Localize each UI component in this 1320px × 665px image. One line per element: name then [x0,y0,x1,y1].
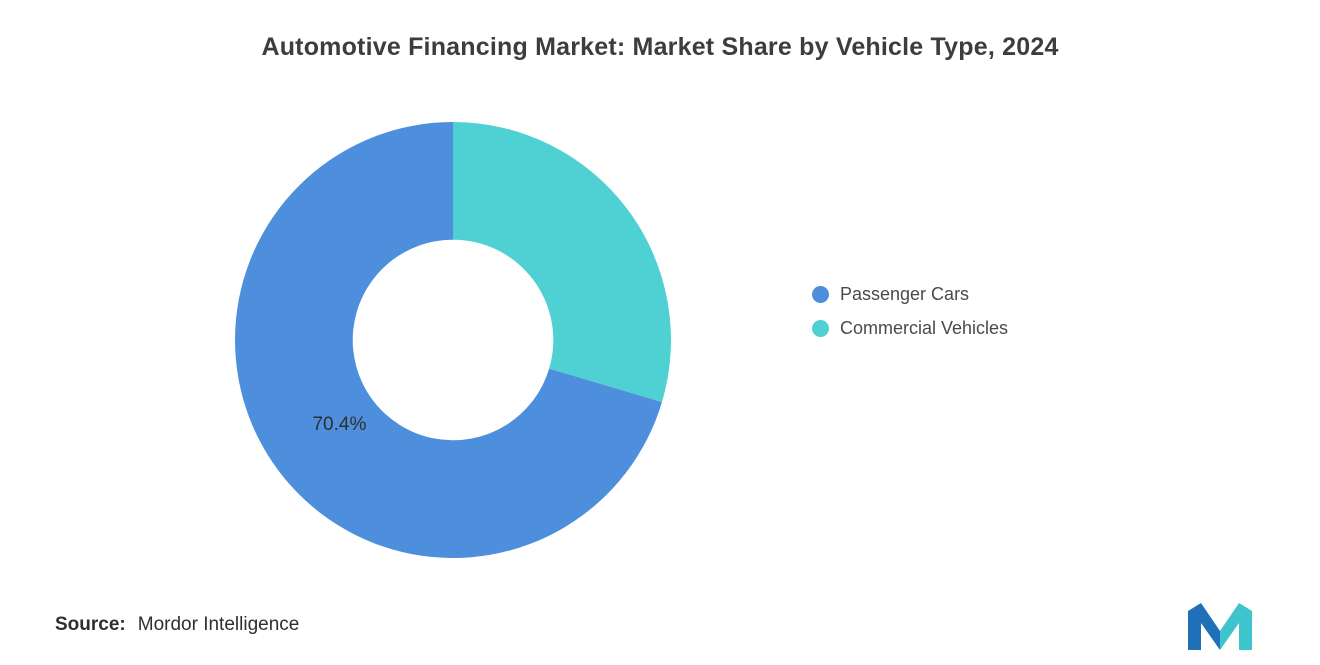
source-label: Source: [55,614,126,635]
chart-title: Automotive Financing Market: Market Shar… [261,33,1059,61]
donut-svg: 70.4% [234,122,671,558]
legend: Passenger Cars Commercial Vehicles [812,284,1008,339]
logo-shape-right-bar [1239,603,1252,650]
legend-dot [812,286,829,303]
donut-chart: 70.4% [233,120,673,560]
logo-shape-left-bar [1188,603,1201,650]
logo-shape-right-diagonal [1220,603,1239,650]
legend-label: Passenger Cars [840,284,970,304]
logo-shape-left-diagonal [1201,603,1220,650]
donut-slice-commercial-vehicles [453,122,671,403]
legend-item-commercial-vehicles: Commercial Vehicles [812,318,1008,339]
legend-label: Commercial Vehicles [840,318,1009,338]
donut-slice-passenger-cars [234,122,662,558]
mordor-intelligence-logo [1188,603,1252,650]
legend-item-passenger-cars: Passenger Cars [812,284,1008,305]
source-line: Source: Mordor Intelligence [55,614,299,636]
legend-dot [812,320,829,337]
source-text: Mordor Intelligence [137,614,300,635]
slice-label: 70.4% [312,414,366,435]
